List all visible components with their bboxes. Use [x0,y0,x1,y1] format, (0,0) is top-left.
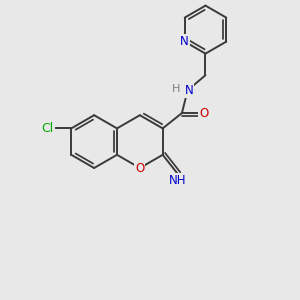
Text: N: N [185,84,194,97]
Text: N: N [180,35,189,48]
Text: H: H [172,84,180,94]
Text: Cl: Cl [42,122,54,135]
Text: O: O [135,161,145,175]
Text: NH: NH [169,174,187,187]
Text: O: O [199,106,208,119]
